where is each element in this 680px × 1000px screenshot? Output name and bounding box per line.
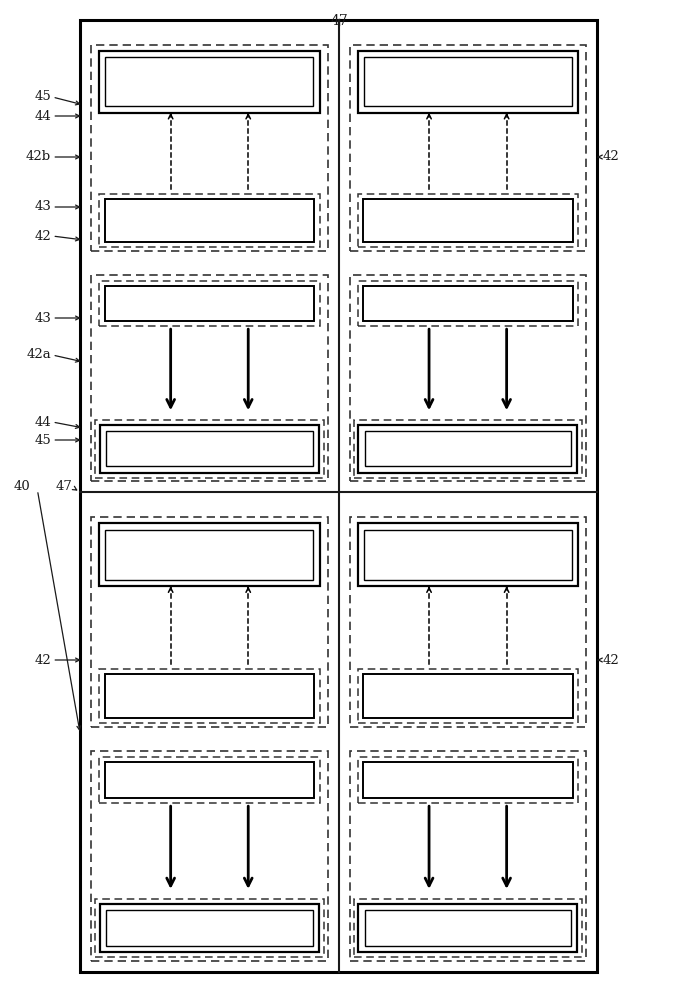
Bar [100, 904, 319, 952]
Bar [358, 904, 577, 952]
Text: 45: 45 [34, 91, 51, 104]
Text: 43: 43 [34, 200, 51, 214]
Text: 42: 42 [34, 230, 51, 242]
Bar [105, 57, 313, 106]
Bar [364, 431, 571, 466]
Bar [363, 674, 573, 718]
Bar [358, 669, 578, 723]
Bar [354, 420, 582, 478]
Bar [358, 194, 578, 247]
Bar [363, 199, 573, 242]
Bar [105, 530, 313, 580]
Bar [364, 910, 571, 946]
Bar [358, 523, 578, 586]
Bar [364, 530, 572, 580]
Bar [99, 669, 320, 723]
Text: 47: 47 [330, 14, 348, 28]
Bar [99, 281, 320, 326]
Text: 42: 42 [602, 150, 619, 163]
Bar [91, 517, 328, 727]
Bar [105, 286, 314, 321]
Bar [354, 899, 582, 957]
Text: 44: 44 [34, 416, 51, 428]
Bar [99, 51, 320, 113]
Bar [95, 420, 324, 478]
Bar [363, 762, 573, 798]
Bar [358, 51, 578, 113]
Text: 43: 43 [34, 312, 51, 324]
Text: 42b: 42b [26, 150, 51, 163]
Bar [95, 899, 324, 957]
Bar [106, 431, 313, 466]
Bar [91, 45, 328, 251]
Bar [105, 199, 314, 242]
Bar [363, 286, 573, 321]
Bar [106, 910, 313, 946]
Text: 44: 44 [34, 109, 51, 122]
Bar [350, 751, 586, 961]
Text: 45: 45 [34, 434, 51, 446]
Bar [350, 45, 586, 251]
Text: 42: 42 [602, 654, 619, 666]
Text: 47: 47 [56, 480, 73, 492]
Text: 42a: 42a [27, 349, 51, 361]
Bar [350, 275, 586, 481]
Bar [364, 57, 572, 106]
Bar [350, 517, 586, 727]
Bar [358, 425, 577, 473]
Bar [91, 275, 328, 481]
Bar [99, 757, 320, 803]
Text: 42: 42 [34, 654, 51, 666]
Bar [358, 757, 578, 803]
Bar [80, 20, 597, 972]
Bar [105, 762, 314, 798]
Bar [99, 523, 320, 586]
Bar [358, 281, 578, 326]
Bar [99, 194, 320, 247]
Text: 40: 40 [14, 480, 31, 492]
Bar [100, 425, 319, 473]
Bar [105, 674, 314, 718]
Bar [91, 751, 328, 961]
